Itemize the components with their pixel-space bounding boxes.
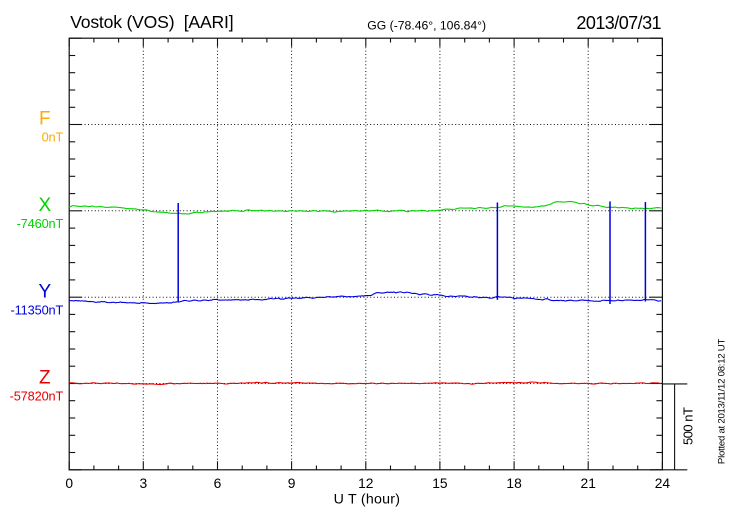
svg-text:X: X	[38, 195, 51, 216]
svg-text:0: 0	[65, 476, 73, 491]
svg-text:500 nT: 500 nT	[681, 407, 696, 445]
svg-text:12: 12	[358, 476, 373, 491]
svg-text:-57820nT: -57820nT	[10, 389, 64, 404]
svg-text:GG (-78.46°, 106.84°): GG (-78.46°, 106.84°)	[367, 18, 486, 32]
svg-text:Z: Z	[39, 368, 51, 389]
svg-text:-7460nT: -7460nT	[17, 216, 64, 231]
svg-text:9: 9	[288, 476, 296, 491]
svg-text:-11350nT: -11350nT	[11, 302, 64, 317]
svg-text:18: 18	[506, 476, 522, 491]
svg-text:15: 15	[432, 476, 448, 491]
svg-text:2013/07/31: 2013/07/31	[576, 13, 661, 33]
svg-text:0nT: 0nT	[42, 130, 64, 145]
svg-text:6: 6	[214, 476, 222, 491]
svg-text:3: 3	[139, 476, 147, 491]
svg-text:21: 21	[581, 476, 596, 491]
svg-text:U T (hour): U T (hour)	[334, 492, 401, 508]
svg-text:Plotted at 2013/11/12 08:12 UT: Plotted at 2013/11/12 08:12 UT	[717, 339, 728, 465]
svg-text:24: 24	[655, 476, 671, 491]
svg-text:Y: Y	[38, 281, 51, 302]
svg-text:F: F	[39, 109, 51, 130]
svg-text:Vostok (VOS) [AARI]: Vostok (VOS) [AARI]	[70, 12, 233, 32]
